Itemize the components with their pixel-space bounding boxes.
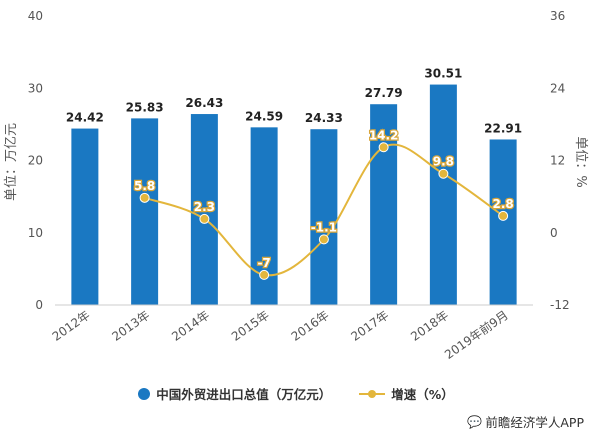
wechat-icon: 💬 (467, 414, 483, 429)
left-tick-label: 20 (28, 154, 43, 168)
x-tick-label: 2019年前9月 (441, 307, 510, 362)
growth-point (139, 192, 150, 203)
left-tick-label: 40 (28, 9, 43, 23)
growth-value-label: -7 (257, 256, 270, 270)
growth-point (438, 168, 449, 179)
right-axis: -12 0 12 24 36 (550, 9, 570, 312)
legend-swatch-line (359, 388, 386, 400)
growth-value-label: 14.2 (369, 128, 399, 142)
right-tick-label: 0 (550, 226, 558, 240)
bar (131, 118, 159, 305)
growth-point (378, 142, 389, 153)
growth-value-label: 2.8 (492, 197, 513, 211)
legend-swatch-bar (138, 387, 151, 400)
growth-value-label: 5.8 (134, 179, 155, 193)
legend: 中国外贸进出口总值（万亿元） 增速（%） (0, 384, 592, 403)
bar-series: 24.42 25.83 26.43 24.59 24.33 27.79 30.51 22.91 (66, 67, 522, 306)
right-tick-label: 12 (550, 154, 565, 168)
bar-value-label: 24.33 (305, 111, 343, 125)
growth-line-series: 5.8 2.3 -7 -1.1 14.2 9.8 2.8 (133, 127, 515, 280)
bar-value-label: 30.51 (424, 67, 462, 81)
x-tick-label: 2015年 (229, 308, 272, 344)
left-tick-label: 0 (35, 298, 43, 312)
x-tick-label: 2013年 (109, 308, 152, 344)
growth-point (318, 234, 329, 245)
legend-label-line: 增速（%） (391, 387, 454, 402)
right-tick-label: 36 (550, 9, 565, 23)
left-axis: 0 10 20 30 40 (28, 9, 43, 312)
growth-value-label: 9.8 (433, 155, 454, 169)
right-tick-label: 24 (550, 81, 565, 95)
bar (429, 84, 457, 305)
left-tick-label: 30 (28, 81, 43, 95)
bar-value-label: 27.79 (365, 86, 403, 100)
bar-value-label: 24.59 (245, 109, 283, 123)
growth-value-label: -1.1 (311, 220, 337, 234)
x-tick-label: 2016年 (289, 308, 332, 344)
bar-value-label: 25.83 (126, 100, 164, 114)
bar (489, 139, 517, 305)
legend-item-line: 增速（%） (359, 384, 454, 403)
x-tick-label: 2014年 (169, 308, 212, 344)
bar-value-label: 22.91 (484, 121, 522, 135)
source-text: 前瞻经济学人APP (485, 415, 584, 430)
right-axis-title: 单位：% (573, 136, 588, 187)
growth-point (199, 213, 210, 224)
left-axis-title: 单位：万亿元 (4, 123, 19, 201)
bar-value-label: 26.43 (185, 96, 223, 110)
growth-point (498, 210, 509, 221)
x-axis: 2012年 2013年 2014年 2015年 2016年 2017年 2018年2019年… (50, 304, 533, 362)
growth-value-label: 2.3 (194, 200, 215, 214)
source-credit: 💬 前瞻经济学人APP (467, 412, 584, 431)
bar (310, 129, 338, 305)
growth-point (259, 269, 270, 280)
x-tick-label: 2018年 (408, 308, 451, 344)
legend-label-bar: 中国外贸进出口总值（万亿元） (156, 387, 332, 402)
legend-item-bar: 中国外贸进出口总值（万亿元） (138, 384, 331, 403)
chart: 0 10 20 30 40 -12 0 12 24 36 24.42 25.83 26.43 24.5… (4, 9, 588, 362)
bar (370, 104, 398, 305)
bar (190, 114, 218, 306)
right-tick-label: -12 (550, 298, 570, 312)
x-tick-label: 2017年 (348, 308, 391, 344)
bar (71, 128, 99, 305)
left-tick-label: 10 (28, 226, 43, 240)
x-tick-label: 2012年 (50, 308, 93, 344)
bar-value-label: 24.42 (66, 111, 104, 125)
